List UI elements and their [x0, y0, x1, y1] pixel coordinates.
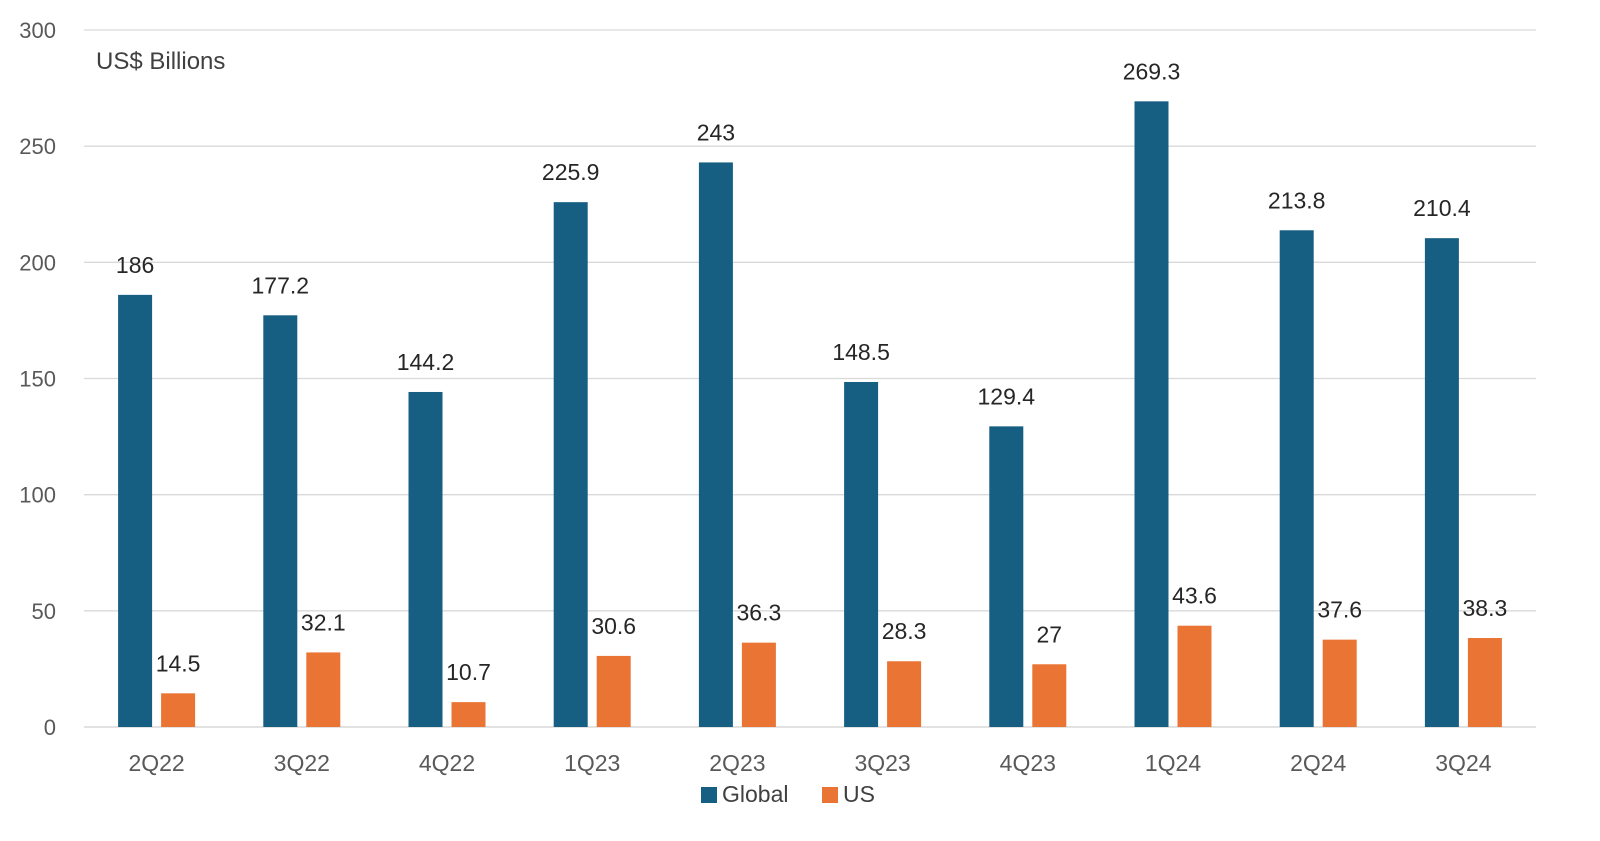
- bar-global-4Q23: [989, 426, 1024, 727]
- legend-label-us: US: [843, 781, 875, 807]
- x-tick-label: 2Q24: [1290, 750, 1346, 776]
- bar-us-2Q24: [1322, 639, 1357, 727]
- bar-global-1Q24: [1134, 101, 1169, 727]
- x-tick-label: 4Q22: [419, 750, 475, 776]
- bar-global-2Q24: [1279, 230, 1314, 727]
- y-axis-ticks: 0 50 100 150 200 250 300: [19, 18, 56, 740]
- data-label-global-3Q23: 148.5: [832, 339, 890, 365]
- bar-us-4Q23: [1032, 664, 1067, 727]
- bar-us-1Q23: [596, 655, 631, 727]
- data-label-global-3Q24: 210.4: [1413, 195, 1471, 221]
- bar-global-2Q22: [118, 294, 153, 727]
- data-label-us-3Q22: 32.1: [301, 609, 346, 635]
- data-label-us-2Q24: 37.6: [1317, 597, 1362, 623]
- bar-us-3Q23: [887, 661, 922, 727]
- x-tick-label: 1Q23: [564, 750, 620, 776]
- x-tick-label: 4Q23: [1000, 750, 1056, 776]
- legend: Global US: [701, 781, 875, 807]
- gridlines: [84, 29, 1536, 728]
- bar-us-1Q24: [1177, 625, 1212, 727]
- data-label-us-3Q24: 38.3: [1463, 595, 1508, 621]
- legend-label-global: Global: [722, 781, 788, 807]
- bar-global-3Q23: [844, 381, 879, 727]
- data-label-global-2Q24: 213.8: [1268, 187, 1326, 213]
- bar-global-3Q24: [1424, 238, 1459, 728]
- bar-us-2Q23: [741, 642, 776, 727]
- data-label-global-1Q23: 225.9: [542, 159, 600, 185]
- x-tick-label: 3Q23: [854, 750, 910, 776]
- data-label-global-3Q22: 177.2: [252, 272, 310, 298]
- y-tick-label: 250: [19, 134, 56, 159]
- x-axis-ticks: 2Q22 3Q22 4Q22 1Q23 2Q23 3Q23 4Q23 1Q24 2Q24 3Q24: [128, 750, 1491, 776]
- legend-swatch-us: [822, 787, 838, 803]
- y-tick-label: 0: [44, 715, 56, 740]
- bars: [118, 101, 1502, 728]
- y-tick-label: 300: [19, 18, 56, 43]
- bar-us-2Q22: [161, 693, 196, 727]
- bar-global-1Q23: [553, 202, 588, 727]
- legend-swatch-global: [701, 787, 717, 803]
- data-label-global-1Q24: 269.3: [1123, 58, 1181, 84]
- data-label-us-2Q22: 14.5: [156, 650, 201, 676]
- bar-global-4Q22: [408, 391, 443, 727]
- data-label-global-4Q23: 129.4: [978, 383, 1036, 409]
- x-tick-label: 3Q24: [1435, 750, 1491, 776]
- data-label-us-3Q23: 28.3: [882, 618, 927, 644]
- x-tick-label: 1Q24: [1145, 750, 1201, 776]
- y-tick-label: 100: [19, 483, 56, 508]
- data-label-us-4Q22: 10.7: [446, 659, 491, 685]
- bar-global-3Q22: [263, 315, 298, 727]
- data-labels: 186 14.5 177.2 32.1 144.2 10.7 225.9 30.6 243 36.…: [116, 58, 1507, 685]
- unit-label: US$ Billions: [96, 48, 225, 75]
- x-tick-label: 3Q22: [274, 750, 330, 776]
- bar-us-3Q24: [1467, 638, 1502, 727]
- data-label-us-2Q23: 36.3: [737, 600, 782, 626]
- bar-us-3Q22: [306, 652, 341, 727]
- data-label-us-1Q23: 30.6: [591, 613, 636, 639]
- bar-global-2Q23: [698, 162, 733, 727]
- data-label-global-2Q22: 186: [116, 252, 154, 278]
- data-label-global-4Q22: 144.2: [397, 349, 455, 375]
- data-label-us-4Q23: 27: [1037, 621, 1063, 647]
- y-tick-label: 50: [32, 599, 56, 624]
- y-tick-label: 150: [19, 367, 56, 392]
- y-tick-label: 200: [19, 250, 56, 275]
- data-label-us-1Q24: 43.6: [1172, 583, 1217, 609]
- x-tick-label: 2Q22: [128, 750, 184, 776]
- data-label-global-2Q23: 243: [697, 119, 735, 145]
- x-tick-label: 2Q23: [709, 750, 765, 776]
- bar-us-4Q22: [451, 702, 486, 727]
